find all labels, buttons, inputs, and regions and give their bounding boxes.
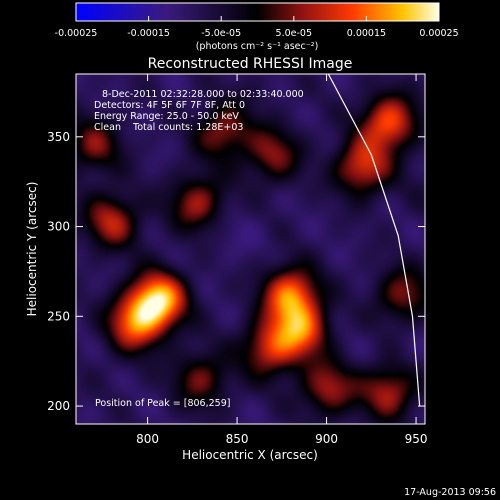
info-clean-counts: Clean Total counts: 1.28E+03 [94,122,243,133]
x-tick-label: 850 [226,432,249,446]
solar-limb-curve [327,74,421,407]
plot-frame [75,73,426,425]
x-tick-label: 900 [315,432,338,446]
info-detectors: Detectors: 4F 5F 6F 7F 8F, Att 0 [94,100,245,111]
x-tick-label: 950 [405,432,428,446]
info-energy-range: Energy Range: 25.0 - 50.0 keV [94,111,239,122]
y-tick-label: 200 [47,399,70,413]
colorbar-tick-label: 5.0e-05 [276,28,312,39]
colorbar-tick-label: -0.00025 [55,28,98,39]
y-tick-label: 350 [47,130,70,144]
colorbar-tick-label: 0.00015 [347,28,386,39]
colorbar-unit-label: (photons cm⁻² s⁻¹ asec⁻²) [196,41,319,52]
y-axis-label: Heliocentric Y (arcsec) [25,182,39,317]
y-tick-label: 300 [47,220,70,234]
colorbar-tick-label: 0.00025 [419,28,458,39]
x-tick-label: 800 [136,432,159,446]
heatmap-image [76,74,425,424]
colorbar-tick-label: -5.0e-05 [201,28,241,39]
colorbar [75,2,440,22]
info-time-range: 8-Dec-2011 02:32:28.000 to 02:33:40.000 [102,89,304,100]
x-axis-label: Heliocentric X (arcsec) [182,448,318,462]
y-tick-label: 250 [47,309,70,323]
peak-position-label: Position of Peak = [806,259] [95,398,230,409]
axis-ticks: 800 850 900 950 200 250 300 350 [47,74,428,446]
footer-date: 17-Aug-2013 09:56 [404,487,496,498]
colorbar-tick-label: -0.00015 [127,28,170,39]
colorbar-ticks: -0.00025 -0.00015 -5.0e-05 5.0e-05 0.00015 0.… [55,16,459,39]
chart-title: Reconstructed RHESSI Image [148,56,353,72]
observation-info: 8-Dec-2011 02:32:28.000 to 02:33:40.000 … [94,89,304,133]
